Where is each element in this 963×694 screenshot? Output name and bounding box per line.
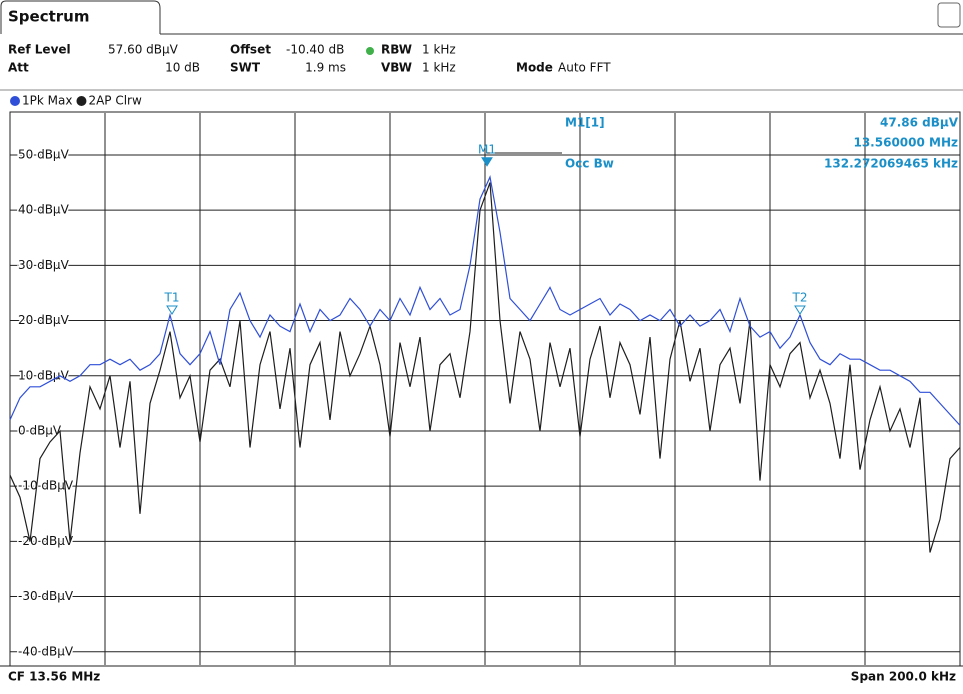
label: RBW — [381, 43, 412, 57]
marker — [794, 305, 806, 315]
readout-occ-bw: 132.272069465 kHz — [824, 157, 958, 171]
trace — [9, 174, 961, 426]
y-tick-label: 50 dBµV — [18, 147, 70, 161]
value: 1.9 ms — [305, 61, 346, 75]
marker — [481, 157, 493, 167]
value: -10.40 dB — [286, 43, 344, 57]
marker-label: M1 — [478, 142, 496, 156]
y-tick-label: 20 dBµV — [18, 313, 70, 327]
readout-marker: M1[1] — [565, 116, 605, 130]
y-tick-label: -10 dBµV — [18, 479, 74, 493]
y-tick-label: 30 dBµV — [18, 258, 70, 272]
tab-title: Spectrum — [8, 8, 89, 26]
readout-level: 47.86 dBµV — [880, 116, 959, 130]
legend-dot — [10, 96, 20, 106]
label: VBW — [381, 61, 412, 75]
y-tick-label: 0 dBµV — [18, 423, 62, 437]
value: Auto FFT — [558, 61, 611, 75]
y-tick-label: -30 dBµV — [18, 589, 74, 603]
value: 10 dB — [165, 61, 200, 75]
value: 1 kHz — [422, 61, 456, 75]
readout-frequency: 13.560000 MHz — [853, 136, 958, 150]
marker — [166, 305, 178, 315]
marker-label: T1 — [164, 291, 180, 305]
label: SWT — [230, 61, 261, 75]
menu-icon[interactable] — [937, 2, 961, 28]
center-frequency: CF 13.56 MHz — [8, 670, 100, 684]
y-tick-label: -40 dBµV — [18, 644, 74, 658]
label: Att — [8, 61, 29, 75]
status-led — [366, 47, 374, 55]
legend-label: 2AP Clrw — [88, 94, 142, 108]
value: 1 kHz — [422, 43, 456, 57]
tab[interactable] — [0, 0, 161, 34]
y-tick-label: 10 dBµV — [18, 368, 70, 382]
legend-dot — [76, 96, 87, 106]
label: Ref Level — [8, 43, 71, 57]
marker-label: T2 — [792, 291, 808, 305]
value: 57.60 dBµV — [108, 43, 179, 57]
label: Offset — [230, 43, 271, 57]
span: Span 200.0 kHz — [851, 670, 956, 684]
trace — [9, 182, 961, 553]
legend-label: 1Pk Max — [22, 94, 72, 108]
readout-occ-label: Occ Bw — [565, 157, 614, 171]
label: Mode — [516, 61, 553, 75]
y-tick-label: -20 dBµV — [18, 534, 74, 548]
y-tick-label: 40 dBµV — [18, 203, 70, 217]
